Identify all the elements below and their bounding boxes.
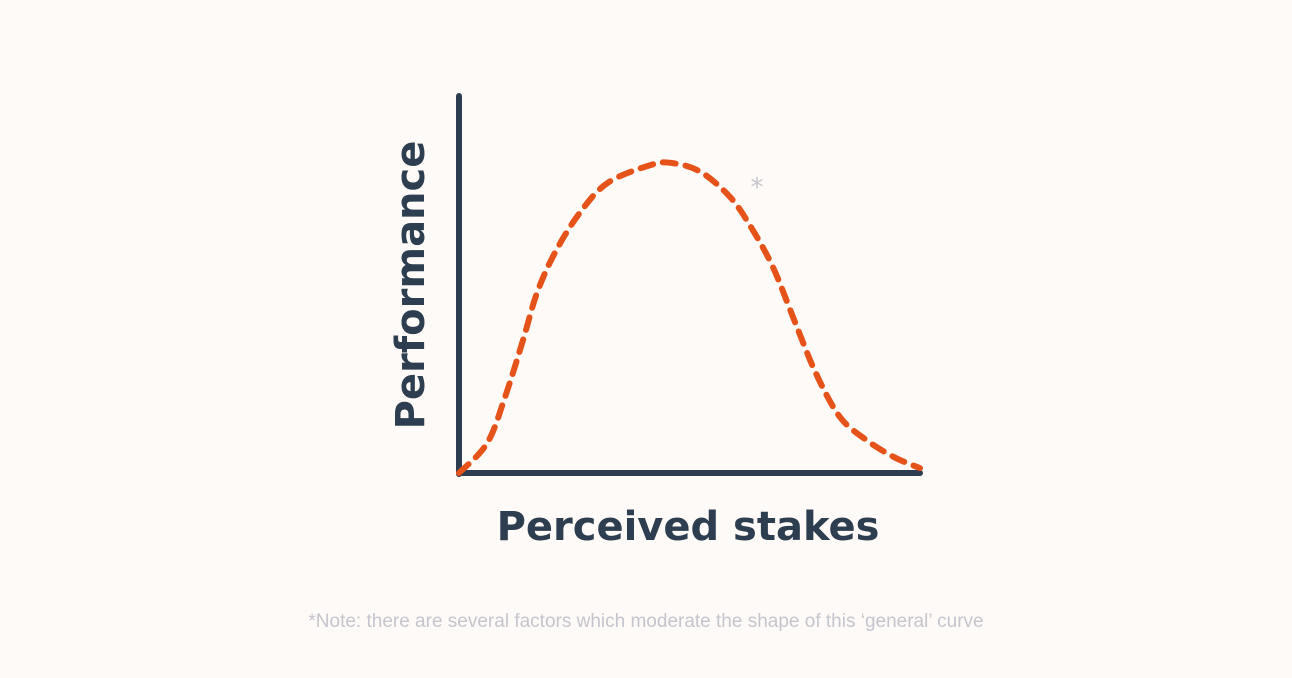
x-axis-label: Perceived stakes bbox=[497, 504, 880, 550]
footnote: *Note: there are several factors which m… bbox=[308, 611, 984, 632]
annotation-asterisk: * bbox=[751, 173, 764, 203]
performance-curve bbox=[456, 159, 923, 476]
y-axis-label: Performance bbox=[388, 141, 434, 430]
